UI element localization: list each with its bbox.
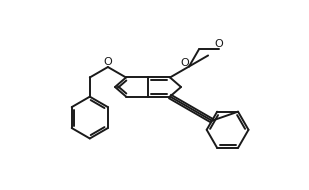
Text: O: O	[181, 59, 189, 68]
Text: O: O	[104, 57, 112, 67]
Text: O: O	[214, 39, 223, 49]
